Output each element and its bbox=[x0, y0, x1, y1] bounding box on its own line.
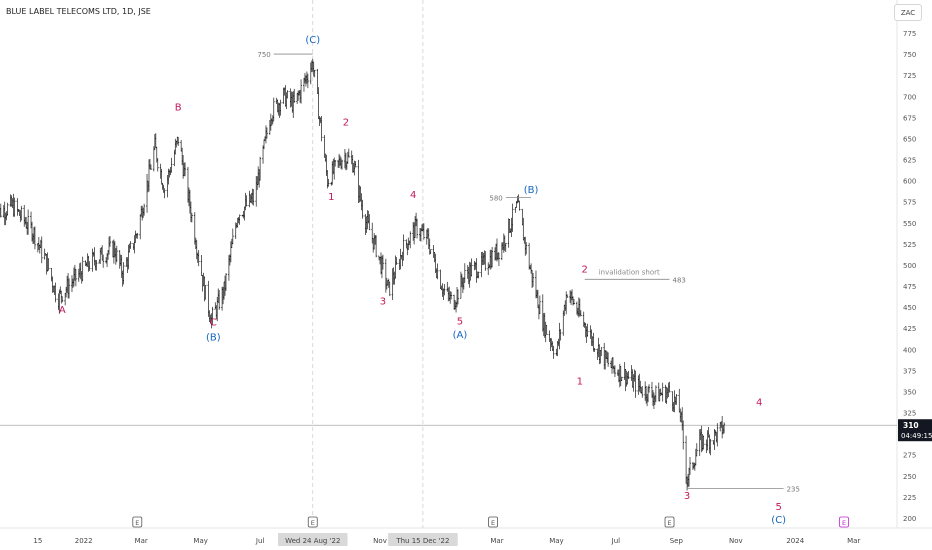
earnings-event-letter: E bbox=[311, 519, 315, 527]
x-tick-label: May bbox=[193, 537, 207, 545]
wave-label: (C) bbox=[771, 515, 786, 526]
y-tick-label: 500 bbox=[903, 262, 916, 270]
earnings-event-marker bbox=[488, 516, 498, 528]
y-tick-label: 350 bbox=[903, 388, 916, 396]
price-level-label: 750 bbox=[257, 51, 270, 59]
y-tick-label: 525 bbox=[903, 241, 916, 249]
wave-label: 4 bbox=[756, 398, 762, 409]
x-tick-label: Mar bbox=[135, 537, 148, 545]
price-level-label: 235 bbox=[787, 485, 800, 493]
wave-label: C bbox=[210, 317, 217, 328]
y-tick-label: 250 bbox=[903, 473, 916, 481]
wave-label: 5 bbox=[457, 317, 463, 328]
wave-label: 4 bbox=[410, 190, 416, 201]
y-tick-label: 275 bbox=[903, 452, 916, 460]
current-price-value: 310 bbox=[903, 421, 919, 430]
y-tick-label: 625 bbox=[903, 157, 916, 165]
earnings-event-marker bbox=[664, 516, 675, 528]
y-tick-label: 575 bbox=[903, 199, 916, 207]
earnings-event-letter: E bbox=[842, 519, 846, 527]
y-tick-label: 775 bbox=[903, 30, 916, 38]
y-tick-label: 550 bbox=[903, 220, 916, 228]
y-tick-label: 700 bbox=[903, 93, 916, 101]
wave-label: 2 bbox=[343, 118, 349, 129]
y-tick-label: 475 bbox=[903, 283, 916, 291]
y-tick-label: 200 bbox=[903, 515, 916, 523]
x-tick-label: 15 bbox=[33, 537, 42, 545]
price-level-label: 483 bbox=[673, 276, 686, 284]
wave-label: (C) bbox=[305, 35, 320, 46]
current-price-tag bbox=[898, 419, 932, 442]
wave-label: 1 bbox=[328, 192, 334, 203]
wave-label: 3 bbox=[380, 296, 386, 307]
x-tick-label: Nov bbox=[729, 537, 743, 545]
price-level-label: 580 bbox=[489, 194, 502, 202]
invalidation-note: invalidation short bbox=[599, 268, 660, 276]
countdown-timer: 04:49:15 bbox=[901, 432, 932, 440]
wave-label: (B) bbox=[206, 333, 221, 344]
y-tick-label: 725 bbox=[903, 72, 916, 80]
x-tick-label: 2024 bbox=[786, 537, 804, 545]
x-tick-label: Wed 24 Aug '22 bbox=[285, 537, 340, 545]
currency-badge[interactable]: ZAC bbox=[894, 4, 922, 21]
earnings-event-marker bbox=[132, 516, 143, 528]
wave-label: A bbox=[59, 305, 66, 316]
wave-label: 1 bbox=[577, 377, 583, 388]
earnings-event-marker bbox=[839, 516, 849, 528]
x-tick-highlight bbox=[277, 533, 348, 546]
y-tick-label: 400 bbox=[903, 346, 916, 354]
y-tick-label: 750 bbox=[903, 51, 916, 59]
earnings-event-letter: E bbox=[491, 519, 495, 527]
y-tick-label: 675 bbox=[903, 114, 916, 122]
x-tick-highlight bbox=[388, 533, 458, 546]
wave-label: 5 bbox=[776, 502, 782, 513]
x-tick-label: Mar bbox=[847, 537, 860, 545]
earnings-event-letter: E bbox=[667, 519, 671, 527]
y-tick-label: 225 bbox=[903, 494, 916, 502]
wave-label: 2 bbox=[582, 264, 588, 275]
x-tick-label: Nov bbox=[373, 537, 387, 545]
x-tick-label: May bbox=[549, 537, 563, 545]
y-tick-label: 450 bbox=[903, 304, 916, 312]
wave-label: (A) bbox=[453, 330, 468, 341]
y-tick-label: 325 bbox=[903, 410, 916, 418]
x-tick-label: Mar bbox=[490, 537, 503, 545]
y-tick-label: 600 bbox=[903, 178, 916, 186]
y-tick-label: 650 bbox=[903, 135, 916, 143]
wave-label: 3 bbox=[684, 491, 690, 502]
x-tick-label: Thu 15 Dec '22 bbox=[395, 537, 449, 545]
wave-label: (B) bbox=[524, 185, 539, 196]
earnings-event-marker bbox=[307, 516, 318, 528]
y-tick-label: 425 bbox=[903, 325, 916, 333]
x-tick-label: 2022 bbox=[75, 537, 93, 545]
chart-title: BLUE LABEL TELECOMS LTD, 1D, JSE bbox=[6, 7, 151, 16]
x-tick-label: Sep bbox=[670, 537, 684, 545]
x-tick-label: Jul bbox=[611, 537, 621, 545]
x-tick-label: Jul bbox=[255, 537, 265, 545]
wave-label: B bbox=[175, 102, 182, 113]
y-tick-label: 375 bbox=[903, 367, 916, 375]
earnings-event-letter: E bbox=[135, 519, 139, 527]
